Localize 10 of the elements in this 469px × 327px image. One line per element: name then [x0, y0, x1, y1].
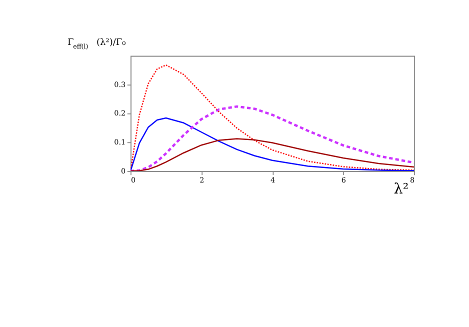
y-tick-label: 0.2 [114, 108, 126, 118]
y-tick-label: 0.1 [114, 137, 126, 146]
x-tick-label: 4 [270, 175, 276, 184]
x-tick-label: 2 [200, 175, 204, 184]
x-tick-label: 0 [130, 175, 136, 184]
y-tick-label: 0 [121, 166, 126, 176]
x-axis-title: λ² [394, 182, 409, 198]
x-tick-label: 8 [410, 175, 415, 184]
x-tick-label: 6 [341, 175, 346, 184]
y-tick-label: 0.3 [114, 80, 126, 89]
